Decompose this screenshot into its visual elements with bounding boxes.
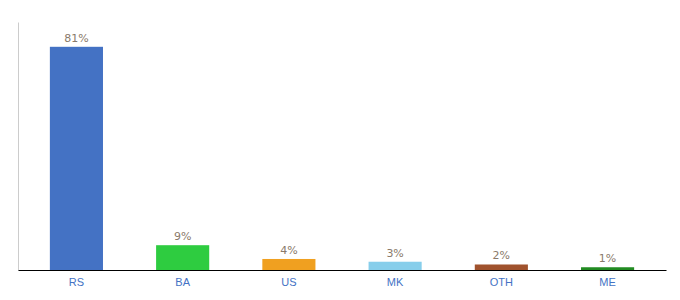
x-tick-label: ME — [599, 276, 616, 288]
data-label: 2% — [493, 249, 510, 262]
x-tick: US — [281, 276, 296, 288]
x-tick-label: US — [281, 276, 296, 288]
plot: RS BA US MK OTH ME 81% 9% 4% 3% 2% 1% — [19, 23, 667, 289]
y-axis — [18, 23, 19, 271]
x-tick-label: RS — [69, 276, 84, 288]
x-axis: RS BA US MK OTH ME — [19, 271, 667, 289]
bar — [50, 47, 103, 270]
y-axis-line — [18, 23, 19, 271]
x-tick-label: OTH — [490, 276, 513, 288]
x-tick: OTH — [490, 276, 513, 288]
bars — [50, 47, 634, 270]
x-tick: RS — [69, 276, 84, 288]
x-tick: BA — [175, 276, 190, 288]
data-labels: 81% 9% 4% 3% 2% 1% — [64, 32, 616, 265]
bar — [262, 259, 315, 270]
bar — [369, 262, 422, 270]
data-label: 9% — [174, 230, 191, 243]
x-tick-label: BA — [175, 276, 190, 288]
data-label: 4% — [280, 244, 297, 257]
data-label: 1% — [599, 252, 616, 265]
x-tick: MK — [387, 276, 404, 288]
x-axis-line — [19, 270, 667, 271]
bar — [475, 264, 528, 270]
bar — [581, 267, 634, 270]
x-tick: ME — [599, 276, 616, 288]
x-tick-label: MK — [387, 276, 404, 288]
chart: RS BA US MK OTH ME 81% 9% 4% 3% 2% 1% — [0, 0, 680, 300]
data-label: 81% — [64, 32, 88, 45]
data-label: 3% — [386, 247, 403, 260]
bar — [156, 245, 209, 270]
